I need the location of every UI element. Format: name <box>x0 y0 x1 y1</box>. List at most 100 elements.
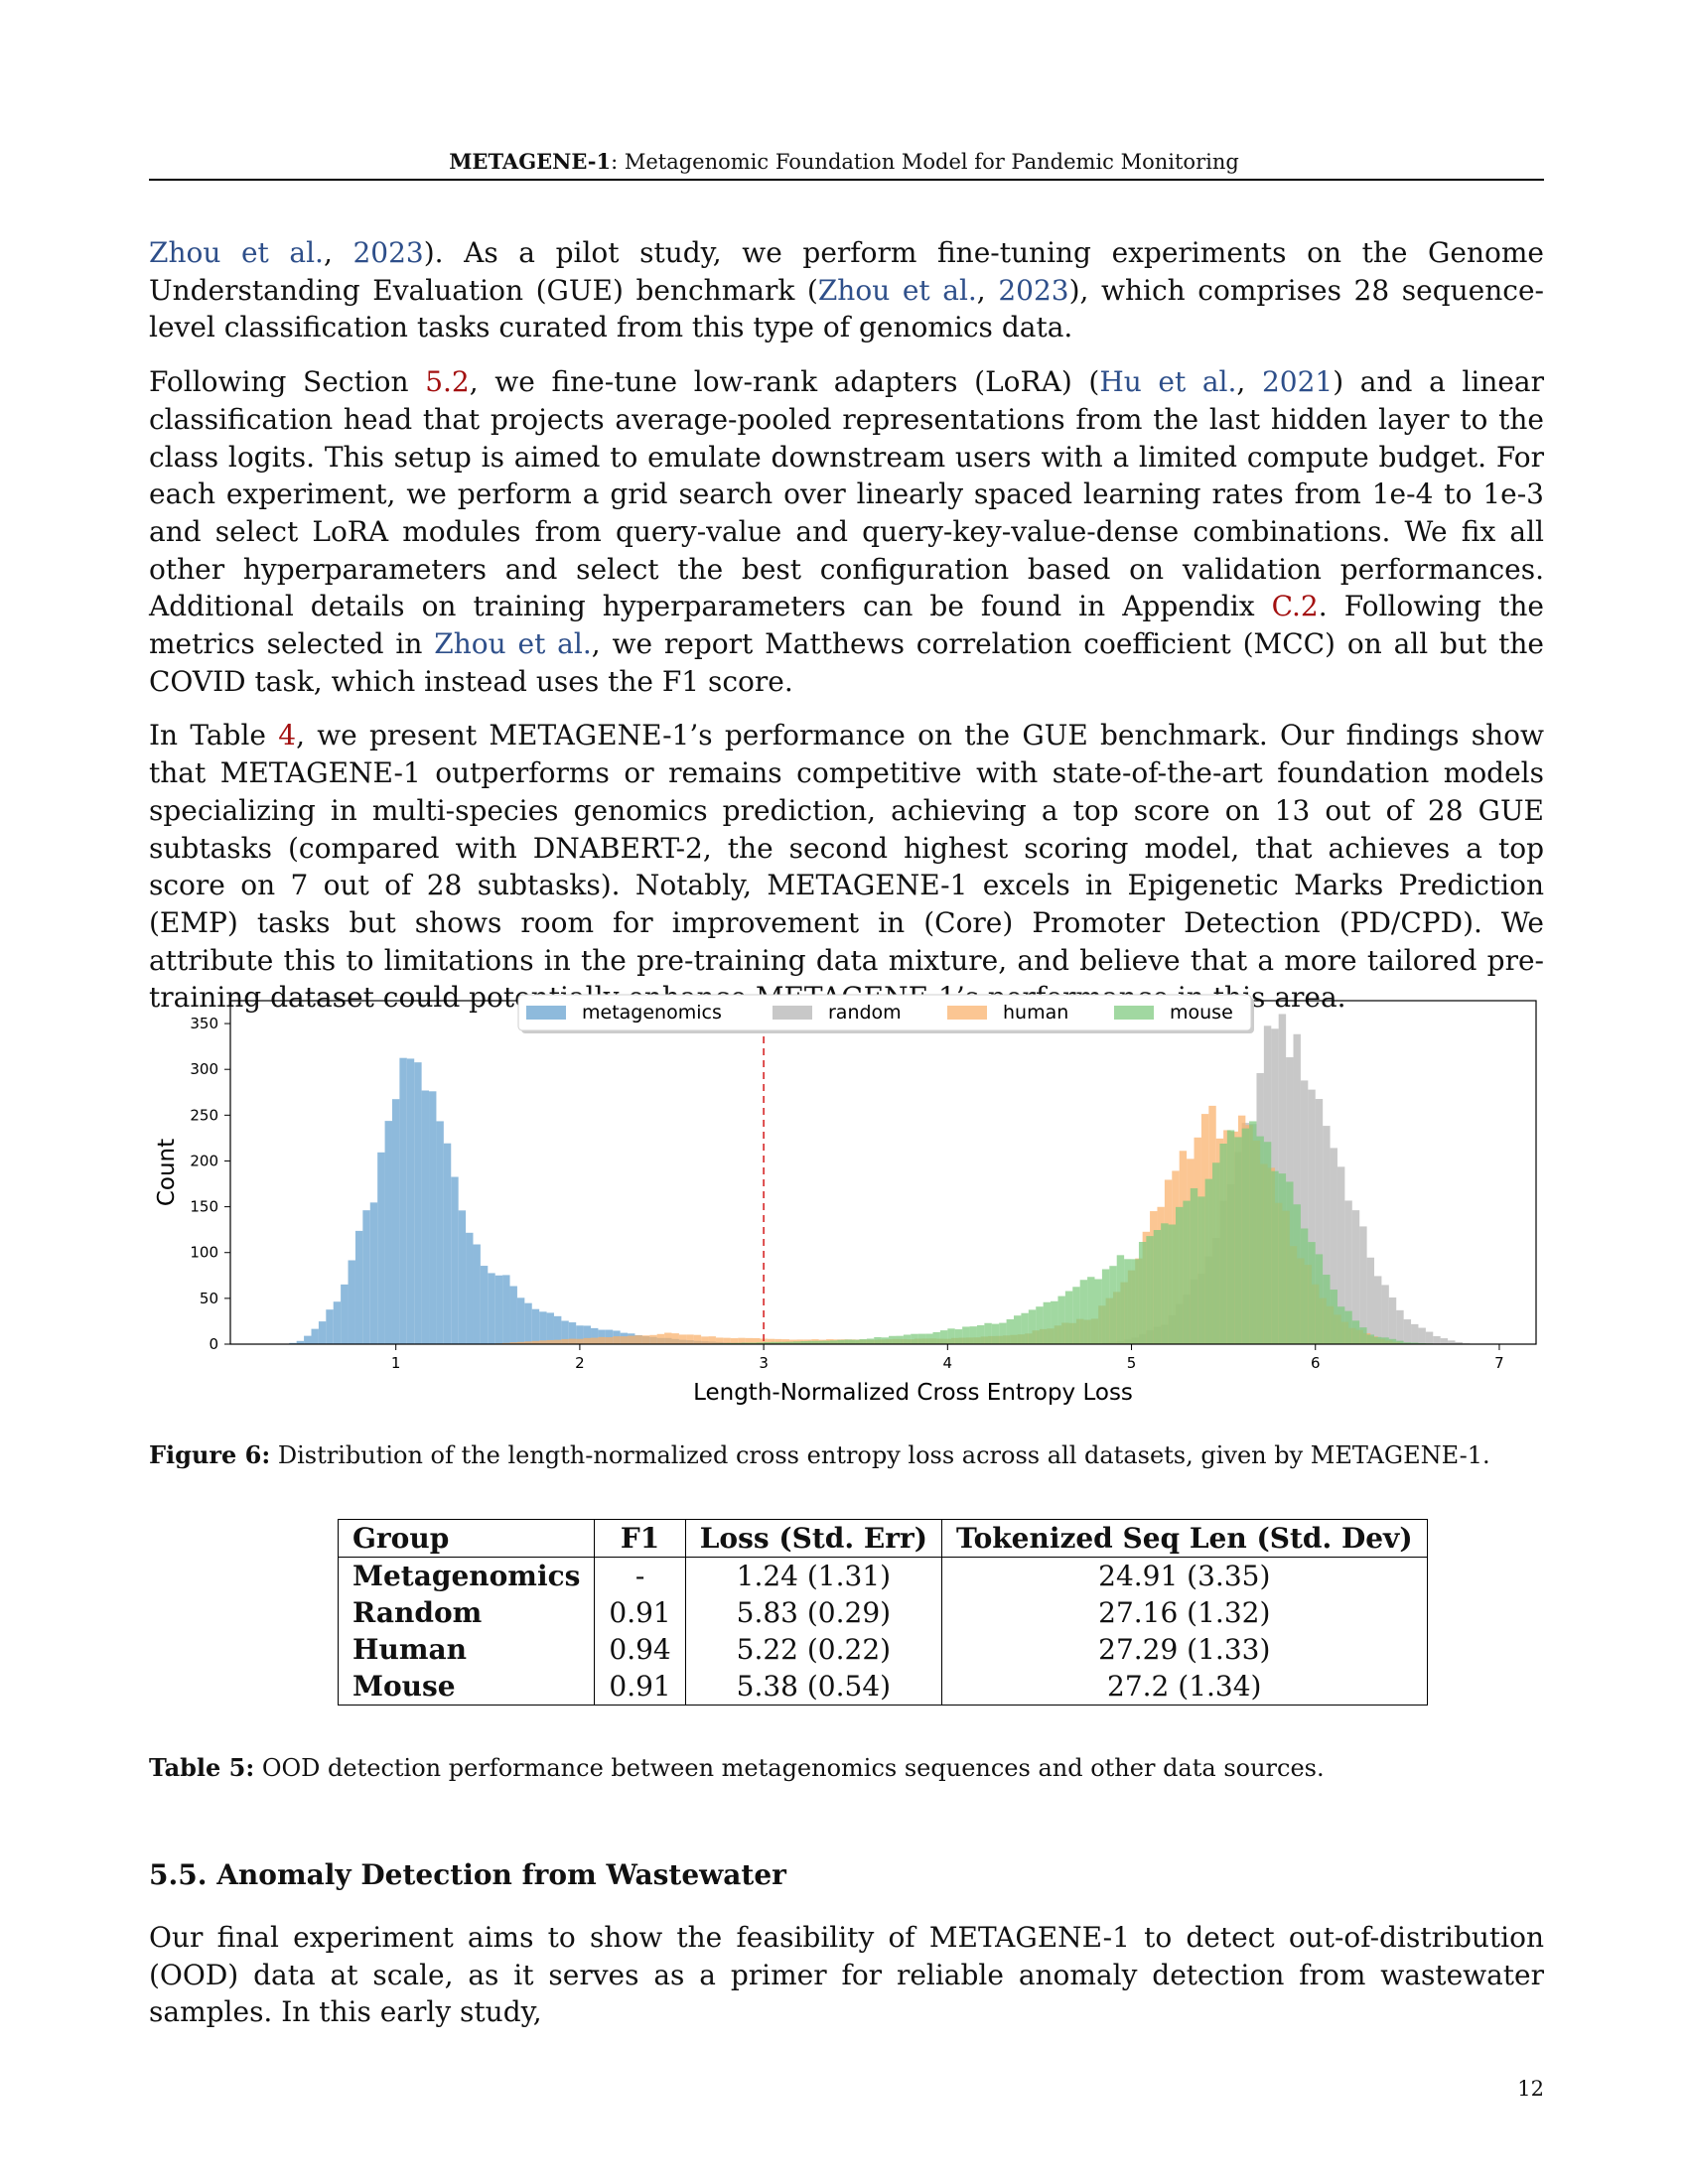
citation-year-link[interactable]: 2023 <box>352 236 424 269</box>
section-ref-link[interactable]: 5.2 <box>425 365 470 399</box>
ood-table-wrapper: Group F1 Loss (Std. Err) Tokenized Seq L… <box>338 1519 1428 1706</box>
table-cell: 24.91 (3.35) <box>1098 1560 1271 1592</box>
mouse-bar <box>822 1340 830 1344</box>
x-tick-label: 3 <box>759 1354 769 1372</box>
table-header-cell: Group <box>338 1519 596 1558</box>
mouse-bar <box>969 1326 977 1344</box>
citation-year-link[interactable]: 2021 <box>1261 365 1334 399</box>
human-bar <box>620 1336 629 1344</box>
random-bar <box>1336 1166 1345 1344</box>
table-cell: 5.22 (0.22) <box>685 1631 942 1668</box>
legend-label: metagenomics <box>582 1002 722 1024</box>
citation-link[interactable]: Zhou et al. <box>434 627 592 661</box>
table-header-cell: Loss (Std. Err) <box>685 1519 942 1558</box>
paragraph-gue-results: In Table 4, we present METAGENE-1’s perf… <box>149 719 1544 1015</box>
human-bar <box>591 1337 599 1344</box>
random-bar <box>1381 1285 1389 1344</box>
mouse-bar <box>800 1340 808 1344</box>
table-header-cell: Tokenized Seq Len (Std. Dev) <box>941 1519 1428 1558</box>
mouse-bar <box>984 1322 992 1344</box>
random-bar <box>1374 1276 1382 1344</box>
citation-link[interactable]: Hu et al. <box>1099 365 1237 399</box>
mouse-bar <box>1330 1290 1337 1344</box>
table-row: Random 0.91 5.83 (0.29) 27.16 (1.32) <box>338 1594 1428 1631</box>
metagenomics-bar <box>414 1062 422 1344</box>
mouse-bar <box>1109 1266 1117 1344</box>
metagenomics-bar <box>384 1121 392 1344</box>
appendix-ref-link[interactable]: C.2 <box>1271 590 1319 623</box>
table-cell-group: Metagenomics <box>338 1557 596 1594</box>
table-cell: 27.29 (1.33) <box>1098 1633 1271 1666</box>
y-tick-label: 50 <box>200 1290 218 1307</box>
random-bar <box>1330 1148 1337 1344</box>
paragraph-lora-setup: Following Section 5.2, we fine-tune low-… <box>149 365 1545 698</box>
random-bar <box>1455 1341 1463 1344</box>
metagenomics-bar <box>354 1230 363 1344</box>
human-bar <box>509 1342 517 1344</box>
random-bar <box>1411 1323 1419 1344</box>
y-tick-label: 0 <box>209 1335 218 1353</box>
figure-caption-text: Distribution of the length-normalized cr… <box>270 1441 1490 1469</box>
mouse-bar <box>1064 1291 1073 1344</box>
metagenomics-series <box>289 1057 797 1344</box>
body-text-section-5-5: Our final experiment aims to show the fe… <box>149 1919 1544 2048</box>
human-bar <box>753 1337 761 1344</box>
histogram-bars <box>289 1014 1471 1344</box>
citation-link[interactable]: Zhou et al. <box>817 273 977 307</box>
mouse-bar <box>1124 1259 1132 1344</box>
mouse-bar <box>1219 1144 1227 1344</box>
human-bar <box>701 1336 709 1344</box>
table-cell-group: Mouse <box>338 1668 596 1706</box>
metagenomics-bar <box>509 1286 517 1344</box>
human-bar <box>693 1334 702 1344</box>
legend-swatch <box>526 1006 566 1020</box>
mouse-bar <box>1153 1230 1162 1344</box>
table-ref-link[interactable]: 4 <box>278 719 297 752</box>
mouse-bar <box>1323 1275 1331 1344</box>
metagenomics-bar <box>488 1273 495 1344</box>
mouse-bar <box>814 1340 823 1344</box>
mouse-bar <box>1183 1200 1191 1344</box>
mouse-bar <box>1226 1130 1235 1344</box>
metagenomics-bar <box>391 1099 400 1344</box>
metagenomics-bar <box>443 1143 452 1344</box>
metagenomics-bar <box>516 1297 525 1344</box>
x-tick-label: 1 <box>391 1354 401 1372</box>
citation-link[interactable]: Zhou et al. <box>149 236 324 269</box>
mouse-bar <box>1278 1173 1287 1344</box>
mouse-bar <box>1336 1306 1345 1344</box>
mouse-bar <box>1293 1204 1301 1344</box>
mouse-bar <box>1036 1306 1044 1344</box>
mouse-bar <box>741 1342 750 1344</box>
table-row: Mouse 0.91 5.38 (0.54) 27.2 (1.34) <box>338 1668 1428 1706</box>
page-number: 12 <box>1517 2077 1544 2101</box>
mouse-bar <box>1138 1242 1147 1344</box>
mouse-bar <box>792 1341 801 1344</box>
metagenomics-bar <box>553 1315 562 1344</box>
human-bar <box>598 1336 606 1344</box>
figure-caption: Figure 6: Distribution of the length-nor… <box>149 1439 1544 1471</box>
table-cell: 5.83 (0.29) <box>685 1594 942 1631</box>
mouse-bar <box>785 1341 793 1344</box>
table-cell: 1.24 (1.31) <box>685 1557 942 1594</box>
mouse-bar <box>837 1339 845 1344</box>
human-bar <box>583 1337 592 1344</box>
x-tick-label: 6 <box>1311 1354 1321 1372</box>
x-axis-label: Length-Normalized Cross Entropy Loss <box>693 1380 1133 1406</box>
metagenomics-bar <box>466 1232 474 1344</box>
mouse-bar <box>1094 1279 1102 1344</box>
mouse-bar <box>764 1341 772 1344</box>
metagenomics-bar <box>311 1328 319 1344</box>
x-axis-ticks: 1 2 3 4 5 6 7 <box>391 1344 1504 1372</box>
chart-legend: metagenomics random human mouse <box>517 994 1254 1033</box>
mouse-bar <box>1308 1242 1316 1344</box>
paragraph-ood-intro: Our final experiment aims to show the fe… <box>149 1921 1544 2029</box>
x-tick-label: 5 <box>1127 1354 1137 1372</box>
table-row: Human 0.94 5.22 (0.22) 27.29 (1.33) <box>338 1631 1428 1668</box>
metagenomics-bar <box>399 1057 407 1344</box>
human-bar <box>613 1336 621 1344</box>
y-axis-label: Count <box>154 1139 180 1206</box>
human-bar <box>760 1338 768 1344</box>
human-bar <box>553 1339 562 1344</box>
citation-year-link[interactable]: 2023 <box>998 273 1069 307</box>
